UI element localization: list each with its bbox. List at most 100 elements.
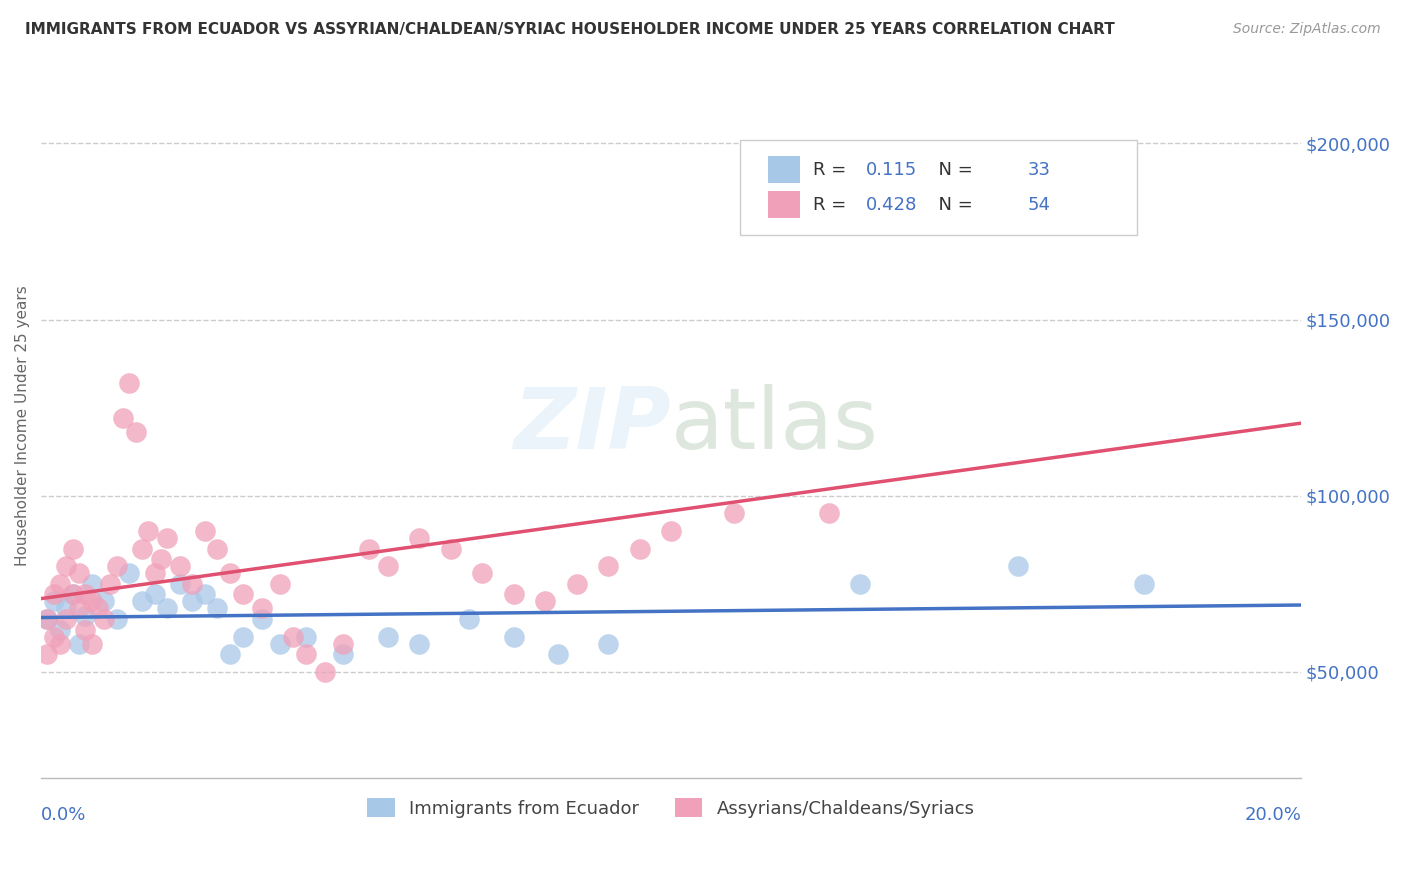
Point: [219, 647, 242, 661]
Point: [49, 623, 72, 637]
Point: [219, 566, 242, 581]
Point: [332, 647, 354, 661]
Point: [42, 630, 65, 644]
Point: [547, 647, 569, 661]
Text: 0.428: 0.428: [866, 195, 918, 214]
Point: [817, 506, 839, 520]
Point: [269, 637, 291, 651]
Point: [169, 559, 191, 574]
Point: [67, 601, 90, 615]
Point: [111, 411, 134, 425]
Point: [1007, 559, 1029, 574]
Point: [471, 566, 494, 581]
Point: [93, 612, 115, 626]
Point: [194, 587, 217, 601]
Point: [105, 559, 128, 574]
Point: [156, 531, 179, 545]
Point: [659, 524, 682, 538]
Point: [194, 524, 217, 538]
Point: [136, 524, 159, 538]
Point: [332, 637, 354, 651]
Y-axis label: Householder Income Under 25 years: Householder Income Under 25 years: [15, 285, 30, 566]
Point: [55, 601, 77, 615]
Point: [377, 630, 399, 644]
Point: [294, 630, 316, 644]
Point: [281, 630, 304, 644]
Text: R =: R =: [814, 195, 852, 214]
Point: [314, 665, 336, 679]
Text: IMMIGRANTS FROM ECUADOR VS ASSYRIAN/CHALDEAN/SYRIAC HOUSEHOLDER INCOME UNDER 25 : IMMIGRANTS FROM ECUADOR VS ASSYRIAN/CHAL…: [25, 22, 1115, 37]
Point: [62, 587, 84, 601]
Point: [357, 541, 380, 556]
Legend: Immigrants from Ecuador, Assyrians/Chaldeans/Syriacs: Immigrants from Ecuador, Assyrians/Chald…: [360, 791, 981, 825]
Point: [408, 637, 430, 651]
Point: [37, 612, 59, 626]
Point: [232, 587, 254, 601]
Point: [458, 612, 481, 626]
Point: [565, 576, 588, 591]
Point: [67, 637, 90, 651]
Point: [49, 576, 72, 591]
Point: [80, 576, 103, 591]
Point: [49, 637, 72, 651]
Point: [62, 541, 84, 556]
Point: [131, 594, 153, 608]
Point: [118, 566, 141, 581]
Point: [55, 559, 77, 574]
Point: [100, 576, 122, 591]
Point: [149, 552, 172, 566]
Point: [377, 559, 399, 574]
Point: [55, 612, 77, 626]
Point: [37, 647, 59, 661]
Text: ZIP: ZIP: [513, 384, 671, 467]
Point: [849, 576, 872, 591]
Text: 0.0%: 0.0%: [41, 805, 87, 823]
Point: [1132, 576, 1154, 591]
Text: N =: N =: [927, 195, 979, 214]
Point: [408, 531, 430, 545]
Text: 0.115: 0.115: [866, 161, 918, 178]
Point: [502, 630, 524, 644]
Point: [80, 637, 103, 651]
Point: [250, 612, 273, 626]
Point: [75, 608, 97, 623]
FancyBboxPatch shape: [768, 156, 800, 183]
Point: [250, 601, 273, 615]
Point: [118, 376, 141, 390]
Point: [143, 587, 166, 601]
Point: [42, 587, 65, 601]
Point: [42, 594, 65, 608]
Point: [628, 541, 651, 556]
Point: [80, 594, 103, 608]
Point: [67, 566, 90, 581]
Point: [232, 630, 254, 644]
Text: atlas: atlas: [671, 384, 879, 467]
Point: [156, 601, 179, 615]
Point: [181, 576, 204, 591]
Point: [62, 587, 84, 601]
Text: 20.0%: 20.0%: [1244, 805, 1301, 823]
FancyBboxPatch shape: [741, 140, 1137, 235]
Point: [37, 612, 59, 626]
Point: [596, 637, 619, 651]
Text: 54: 54: [1028, 195, 1050, 214]
Text: Source: ZipAtlas.com: Source: ZipAtlas.com: [1233, 22, 1381, 37]
Point: [502, 587, 524, 601]
Point: [105, 612, 128, 626]
FancyBboxPatch shape: [768, 192, 800, 219]
Point: [269, 576, 291, 591]
Text: N =: N =: [927, 161, 979, 178]
Point: [93, 594, 115, 608]
Point: [75, 587, 97, 601]
Point: [596, 559, 619, 574]
Point: [207, 601, 229, 615]
Point: [143, 566, 166, 581]
Point: [439, 541, 461, 556]
Point: [131, 541, 153, 556]
Point: [169, 576, 191, 591]
Point: [207, 541, 229, 556]
Point: [294, 647, 316, 661]
Point: [943, 189, 966, 203]
Point: [75, 623, 97, 637]
Point: [534, 594, 557, 608]
